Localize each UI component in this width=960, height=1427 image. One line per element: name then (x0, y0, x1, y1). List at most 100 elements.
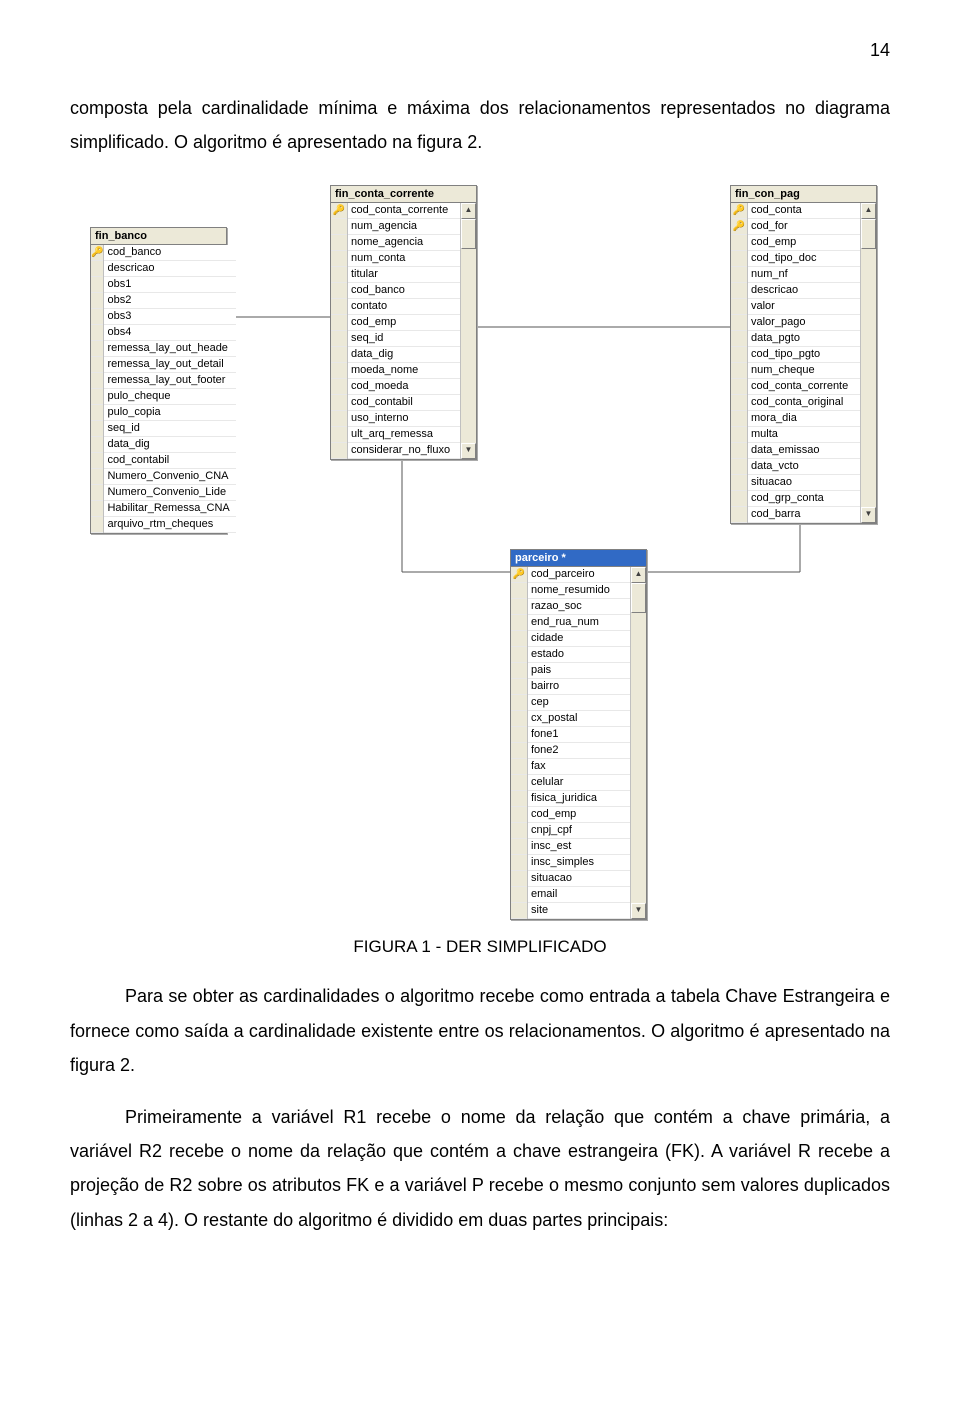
key-indicator (91, 469, 103, 485)
field-name: cod_tipo_doc (748, 251, 860, 267)
paragraph-2: Para se obter as cardinalidades o algori… (70, 979, 890, 1082)
key-indicator (511, 679, 527, 695)
field-name: valor_pago (748, 315, 860, 331)
key-indicator (331, 251, 347, 267)
field-name: data_dig (104, 437, 235, 453)
key-indicator: 🔑 (731, 203, 747, 219)
key-indicator (91, 261, 103, 277)
key-indicator (731, 411, 747, 427)
key-indicator (731, 395, 747, 411)
field-name: cod_conta_original (748, 395, 860, 411)
scroll-thumb[interactable] (861, 219, 876, 249)
field-name: end_rua_num (528, 615, 630, 631)
paragraph-3: Primeiramente a variável R1 recebe o nom… (70, 1100, 890, 1237)
field-name: cnpj_cpf (528, 823, 630, 839)
field-name: obs2 (104, 293, 235, 309)
key-indicator (511, 839, 527, 855)
scroll-down-icon[interactable]: ▼ (461, 443, 476, 459)
key-indicator (511, 583, 527, 599)
key-indicator (331, 299, 347, 315)
key-indicator (91, 485, 103, 501)
field-name: ult_arq_remessa (348, 427, 460, 443)
scrollbar[interactable]: ▲▼ (460, 203, 476, 459)
key-indicator (331, 443, 347, 459)
entity-fin_conta_corrente: fin_conta_corrente🔑cod_conta_correntenum… (330, 185, 477, 460)
field-name: site (528, 903, 630, 919)
entity-fin_banco: fin_banco🔑cod_bancodescricaoobs1obs2obs3… (90, 227, 227, 534)
field-name: Numero_Convenio_CNA (104, 469, 235, 485)
key-indicator (511, 743, 527, 759)
key-indicator (91, 389, 103, 405)
key-indicator (511, 871, 527, 887)
key-indicator: 🔑 (731, 219, 747, 235)
key-indicator (331, 283, 347, 299)
scroll-up-icon[interactable]: ▲ (631, 567, 646, 583)
key-indicator (731, 251, 747, 267)
paragraph-1: composta pela cardinalidade mínima e máx… (70, 91, 890, 159)
field-name: remessa_lay_out_detail (104, 357, 235, 373)
key-indicator (511, 887, 527, 903)
scroll-up-icon[interactable]: ▲ (861, 203, 876, 219)
key-indicator (731, 347, 747, 363)
field-name: situacao (748, 475, 860, 491)
field-name: num_agencia (348, 219, 460, 235)
field-name: cod_for (748, 219, 860, 235)
key-indicator (91, 421, 103, 437)
key-indicator (331, 379, 347, 395)
key-indicator (731, 507, 747, 523)
field-name: pais (528, 663, 630, 679)
field-name: Numero_Convenio_Lide (104, 485, 235, 501)
field-name: data_vcto (748, 459, 860, 475)
key-indicator (511, 711, 527, 727)
field-name: nome_resumido (528, 583, 630, 599)
key-indicator (731, 331, 747, 347)
scroll-thumb[interactable] (631, 583, 646, 613)
key-indicator (91, 405, 103, 421)
scrollbar[interactable]: ▲▼ (630, 567, 646, 919)
field-name: cod_contabil (104, 453, 235, 469)
field-name: cod_emp (748, 235, 860, 251)
field-name: remessa_lay_out_footer (104, 373, 235, 389)
scroll-down-icon[interactable]: ▼ (861, 507, 876, 523)
key-indicator (511, 615, 527, 631)
field-name: situacao (528, 871, 630, 887)
key-indicator: 🔑 (511, 567, 527, 583)
field-name: descricao (748, 283, 860, 299)
field-name: data_dig (348, 347, 460, 363)
key-indicator (511, 823, 527, 839)
scroll-thumb[interactable] (461, 219, 476, 249)
field-name: insc_est (528, 839, 630, 855)
field-name: data_emissao (748, 443, 860, 459)
key-indicator (331, 411, 347, 427)
figure-caption: FIGURA 1 - DER SIMPLIFICADO (70, 937, 890, 957)
key-indicator (511, 791, 527, 807)
scroll-down-icon[interactable]: ▼ (631, 903, 646, 919)
key-indicator (331, 315, 347, 331)
entity-title: fin_banco (91, 228, 226, 245)
er-diagram: fin_banco🔑cod_bancodescricaoobs1obs2obs3… (70, 177, 890, 907)
field-name: cod_banco (348, 283, 460, 299)
field-name: fone2 (528, 743, 630, 759)
field-name: obs1 (104, 277, 235, 293)
key-indicator (91, 341, 103, 357)
field-name: remessa_lay_out_heade (104, 341, 235, 357)
entity-title: fin_con_pag (731, 186, 876, 203)
field-name: num_cheque (748, 363, 860, 379)
key-indicator (731, 379, 747, 395)
entity-fin_con_pag: fin_con_pag🔑🔑cod_contacod_forcod_empcod_… (730, 185, 877, 524)
key-indicator (91, 357, 103, 373)
field-name: insc_simples (528, 855, 630, 871)
scrollbar[interactable]: ▲▼ (860, 203, 876, 523)
field-name: contato (348, 299, 460, 315)
field-name: seq_id (104, 421, 235, 437)
field-name: fone1 (528, 727, 630, 743)
key-indicator (731, 283, 747, 299)
key-indicator (91, 501, 103, 517)
key-indicator (91, 517, 103, 533)
entity-title: parceiro * (511, 550, 646, 567)
field-name: cep (528, 695, 630, 711)
scroll-up-icon[interactable]: ▲ (461, 203, 476, 219)
field-name: arquivo_rtm_cheques (104, 517, 235, 533)
field-name: celular (528, 775, 630, 791)
field-name: cod_grp_conta (748, 491, 860, 507)
